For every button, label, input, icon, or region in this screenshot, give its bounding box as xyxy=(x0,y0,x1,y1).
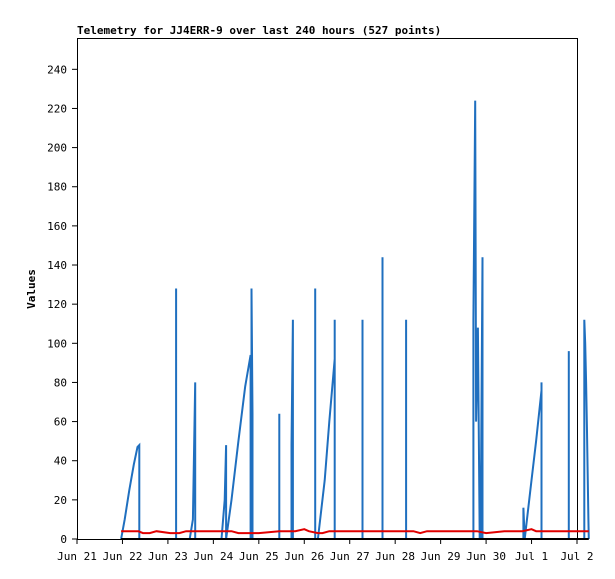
x-tick-label: Jul 2 xyxy=(560,550,593,563)
x-tick-label: Jun 30 xyxy=(466,550,506,563)
series-1-line xyxy=(121,528,589,535)
x-tick-label: Jun 26 xyxy=(284,550,324,563)
y-tick-label: 120 xyxy=(47,298,67,311)
y-tick-label: 100 xyxy=(47,337,67,350)
y-tick-label: 0 xyxy=(60,533,67,546)
series-0-line xyxy=(120,100,590,540)
y-axis: 0 20 40 60 80 100 120 140 160 180 200 220 240 xyxy=(47,63,77,546)
x-tick-label: Jun 21 xyxy=(57,550,97,563)
x-tick-label: Jul 1 xyxy=(515,550,548,563)
y-tick-label: 240 xyxy=(47,63,67,76)
x-tick-label: Jun 22 xyxy=(103,550,143,563)
y-tick-label: 140 xyxy=(47,259,67,272)
y-axis-label: Values xyxy=(25,269,38,309)
y-tick-label: 160 xyxy=(47,220,67,233)
x-tick-label: Jun 29 xyxy=(421,550,461,563)
x-tick-label: Jun 23 xyxy=(148,550,188,563)
y-tick-label: 180 xyxy=(47,181,67,194)
y-tick-label: 220 xyxy=(47,102,67,115)
y-tick-label: 20 xyxy=(54,494,67,507)
y-tick-label: 40 xyxy=(54,455,67,468)
x-tick-label: Jun 25 xyxy=(239,550,279,563)
y-tick-label: 80 xyxy=(54,376,67,389)
x-tick-label: Jun 28 xyxy=(375,550,415,563)
x-tick-label: Jun 27 xyxy=(330,550,370,563)
y-tick-label: 60 xyxy=(54,416,67,429)
plot-frame xyxy=(77,38,578,540)
chart-title: Telemetry for JJ4ERR-9 over last 240 hou… xyxy=(77,24,441,37)
y-tick-label: 200 xyxy=(47,142,67,155)
x-tick-label: Jun 24 xyxy=(193,550,233,563)
x-axis: Jun 21 Jun 22 Jun 23 Jun 24 Jun 25 Jun 26 Jun … xyxy=(57,539,594,563)
series-layer xyxy=(120,100,590,540)
